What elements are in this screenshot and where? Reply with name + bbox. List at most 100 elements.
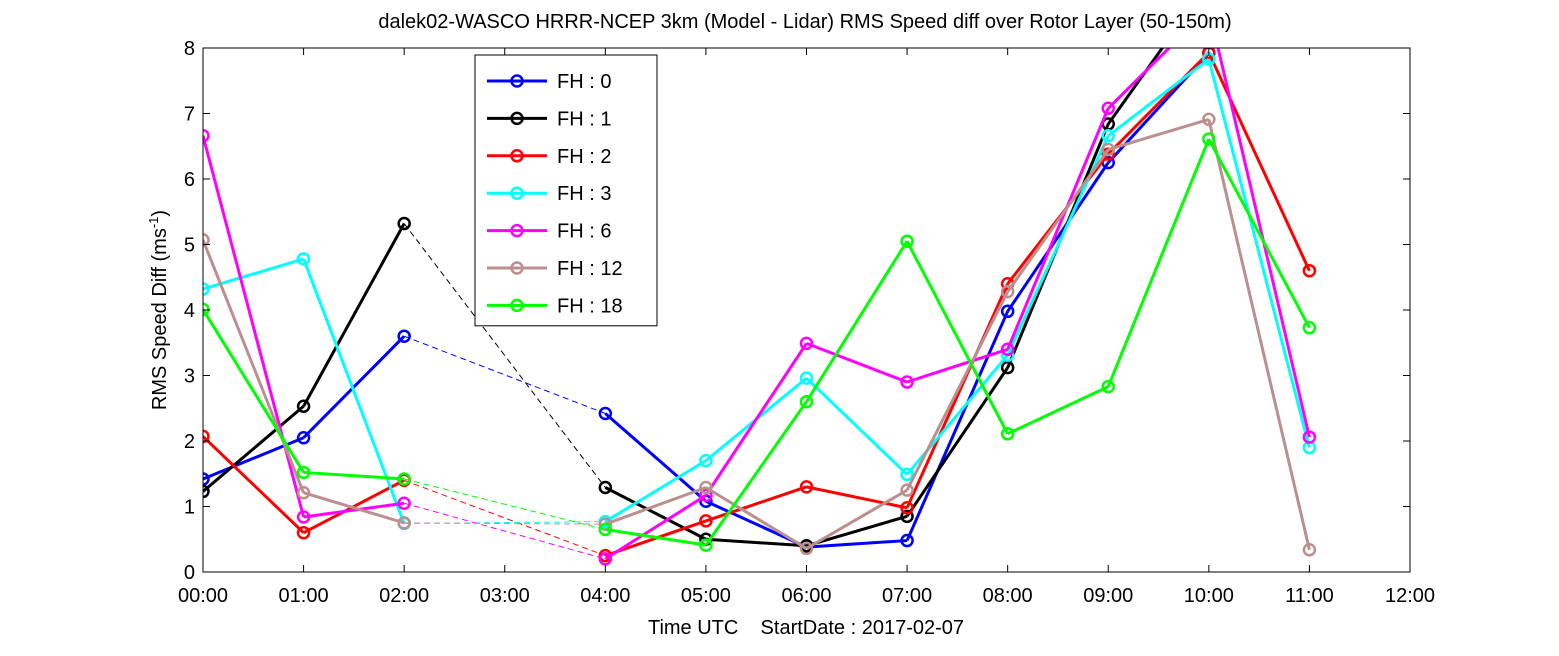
x-tick-label: 04:00 xyxy=(580,585,630,607)
data-point xyxy=(1000,427,1015,441)
legend-label: FH : 12 xyxy=(557,258,623,280)
y-axis-label: RMS Speed Diff (ms-1) xyxy=(146,210,171,410)
line-segment xyxy=(805,342,908,384)
series-fh-1 xyxy=(203,48,1165,553)
x-tick-label: 11:00 xyxy=(1285,585,1334,607)
data-point xyxy=(397,496,411,510)
y-axis-label-main: RMS Speed Diff (ms xyxy=(149,228,171,410)
data-point xyxy=(203,429,210,444)
line-segment xyxy=(805,488,908,550)
y-tick-label: 2 xyxy=(184,431,195,453)
line-segment xyxy=(1107,117,1210,151)
data-point xyxy=(900,467,914,482)
data-point xyxy=(799,371,814,385)
line-segment xyxy=(705,537,807,548)
y-tick-label: 7 xyxy=(184,104,195,126)
data-point xyxy=(900,533,914,548)
line-segment xyxy=(303,501,405,519)
line-segment xyxy=(1207,138,1311,329)
data-point xyxy=(1302,263,1317,278)
gap-dashed-segment xyxy=(403,223,606,488)
x-tick-label: 09:00 xyxy=(1083,585,1133,607)
line-segment xyxy=(1216,48,1311,438)
x-tick-label: 01:00 xyxy=(279,585,329,607)
x-axis: 00:00 01:00 02:00 03:00 04:00 05:00 06:00 07:00… xyxy=(178,48,1435,607)
legend-item: FH : 1 xyxy=(487,108,611,130)
line-segment xyxy=(1007,385,1109,436)
y-axis-label-superscript: -1 xyxy=(146,217,161,229)
gap-dashed-segment xyxy=(404,522,606,525)
legend-swatch-marker xyxy=(510,74,524,88)
data-point xyxy=(296,465,311,480)
line-segment xyxy=(704,400,808,547)
line-segment xyxy=(302,222,406,408)
line-segment xyxy=(806,485,908,510)
line-segment xyxy=(1106,138,1211,388)
line-segment xyxy=(203,308,305,474)
line-segment xyxy=(1107,48,1165,125)
data-point xyxy=(1000,360,1015,375)
line-segment xyxy=(905,366,1009,518)
line-segment xyxy=(805,240,909,403)
data-point xyxy=(397,216,411,231)
legend-label: FH : 2 xyxy=(557,146,611,168)
data-point xyxy=(296,510,311,524)
data-point xyxy=(900,509,914,524)
data-point xyxy=(598,552,613,566)
line-segment xyxy=(905,240,1009,435)
line-segment xyxy=(203,239,305,494)
x-tick-label: 05:00 xyxy=(681,585,731,607)
line-segment xyxy=(704,342,808,497)
data-point xyxy=(1302,542,1317,557)
gap-dashed-segment xyxy=(404,478,606,530)
legend-label: FH : 0 xyxy=(557,71,611,93)
legend-item: FH : 6 xyxy=(487,221,611,243)
data-point xyxy=(296,399,311,414)
series-layer xyxy=(203,48,1317,566)
x-tick-label: 00:00 xyxy=(178,585,228,607)
legend-swatch-marker xyxy=(510,261,524,275)
chart-title: dalek02-WASCO HRRR-NCEP 3km (Model - Lid… xyxy=(378,11,1231,33)
line-segment xyxy=(905,283,1010,509)
x-tick-label: 08:00 xyxy=(983,585,1033,607)
x-tick-label: 12:00 xyxy=(1385,585,1435,607)
legend: FH : 0 FH : 1 FH : 2 FH : 3 FH : 6 FH : 12 FH … xyxy=(474,54,658,327)
line-segment xyxy=(1006,161,1110,313)
legend-item: FH : 18 xyxy=(487,295,623,317)
y-tick-label: 3 xyxy=(184,366,195,388)
data-point xyxy=(296,430,311,445)
line-segment xyxy=(1207,119,1311,551)
data-point xyxy=(296,525,311,540)
series-fh-2 xyxy=(203,48,1317,563)
legend-swatch-marker xyxy=(510,186,524,200)
data-point xyxy=(1000,342,1015,357)
y-axis: 0 1 2 3 4 5 6 7 8 xyxy=(184,38,1410,584)
data-point xyxy=(799,336,814,351)
line-segment xyxy=(1107,57,1210,137)
data-point xyxy=(1202,112,1216,127)
data-point xyxy=(203,472,210,486)
gap-dashed-segment xyxy=(404,502,606,560)
legend-item: FH : 2 xyxy=(487,146,611,168)
data-point xyxy=(397,329,411,343)
line-segment xyxy=(905,310,1010,542)
data-point xyxy=(397,516,411,530)
y-tick-label: 0 xyxy=(184,562,195,584)
data-point xyxy=(900,501,914,515)
data-point xyxy=(1101,142,1115,157)
gap-dashed-segment xyxy=(403,335,606,414)
line-segment xyxy=(905,290,1010,491)
data-point xyxy=(799,541,814,556)
line-segment xyxy=(203,405,305,493)
data-point xyxy=(598,522,613,537)
series-fh-12 xyxy=(203,112,1317,557)
data-point xyxy=(1202,48,1216,60)
data-point xyxy=(1302,430,1317,444)
y-tick-label: 1 xyxy=(184,497,195,519)
x-axis-label: Time UTC StartDate : 2017-02-07 xyxy=(648,617,964,639)
line-segment xyxy=(705,486,808,550)
data-point xyxy=(900,483,914,497)
legend-item: FH : 3 xyxy=(487,183,611,205)
data-point xyxy=(699,514,713,528)
